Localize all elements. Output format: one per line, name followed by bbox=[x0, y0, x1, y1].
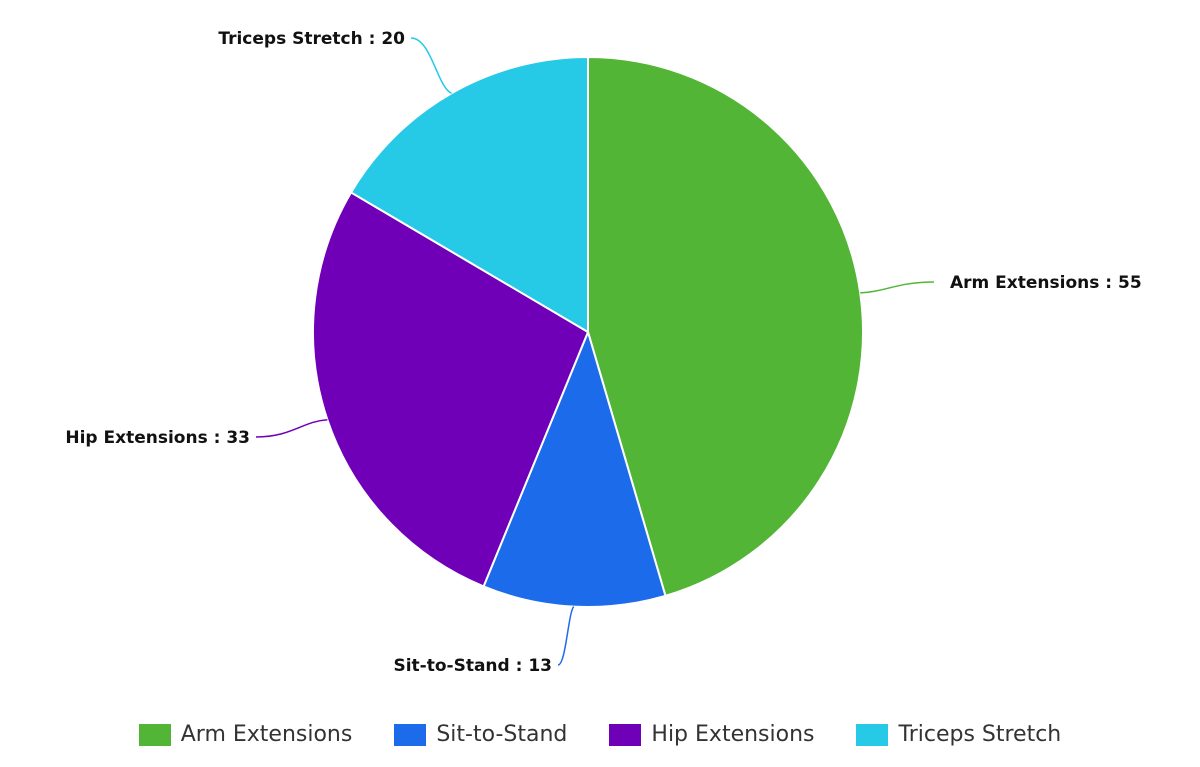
label-connector bbox=[410, 37, 452, 94]
data-label: Triceps Stretch : 20 bbox=[218, 29, 405, 49]
legend-item-arm-extensions[interactable]: Arm Extensions bbox=[138, 722, 353, 747]
legend-label: Hip Extensions bbox=[651, 722, 815, 747]
legend-label: Triceps Stretch bbox=[898, 722, 1062, 747]
data-label: Arm Extensions : 55 bbox=[950, 273, 1142, 293]
data-label: Sit-to-Stand : 13 bbox=[393, 656, 552, 676]
legend-item-hip-extensions[interactable]: Hip Extensions bbox=[609, 722, 814, 747]
labels-layer: Arm Extensions : 55 Sit-to-Stand : 13 Hip … bbox=[65, 29, 1141, 676]
legend-item-sit-to-stand[interactable]: Sit-to-Stand bbox=[394, 722, 567, 747]
pie-slice-hip-extensions[interactable] bbox=[312, 191, 589, 588]
legend-swatch bbox=[609, 723, 642, 746]
pie-slice-triceps-stretch[interactable] bbox=[350, 56, 589, 333]
label-connector bbox=[255, 418, 328, 438]
label-connector bbox=[860, 281, 935, 294]
connectors-layer bbox=[255, 37, 935, 666]
legend-swatch bbox=[138, 723, 171, 746]
legend: Arm Extensions Sit-to-Stand Hip Extensio… bbox=[0, 722, 1200, 747]
legend-swatch bbox=[856, 723, 889, 746]
label-connector bbox=[557, 606, 575, 666]
legend-swatch bbox=[394, 723, 427, 746]
legend-label: Arm Extensions bbox=[180, 722, 353, 747]
legend-item-triceps-stretch[interactable]: Triceps Stretch bbox=[856, 722, 1061, 747]
slices-layer bbox=[312, 56, 864, 608]
data-label: Hip Extensions : 33 bbox=[65, 428, 250, 448]
pie-slice-arm-extensions[interactable] bbox=[587, 56, 864, 597]
legend-label: Sit-to-Stand bbox=[436, 722, 568, 747]
